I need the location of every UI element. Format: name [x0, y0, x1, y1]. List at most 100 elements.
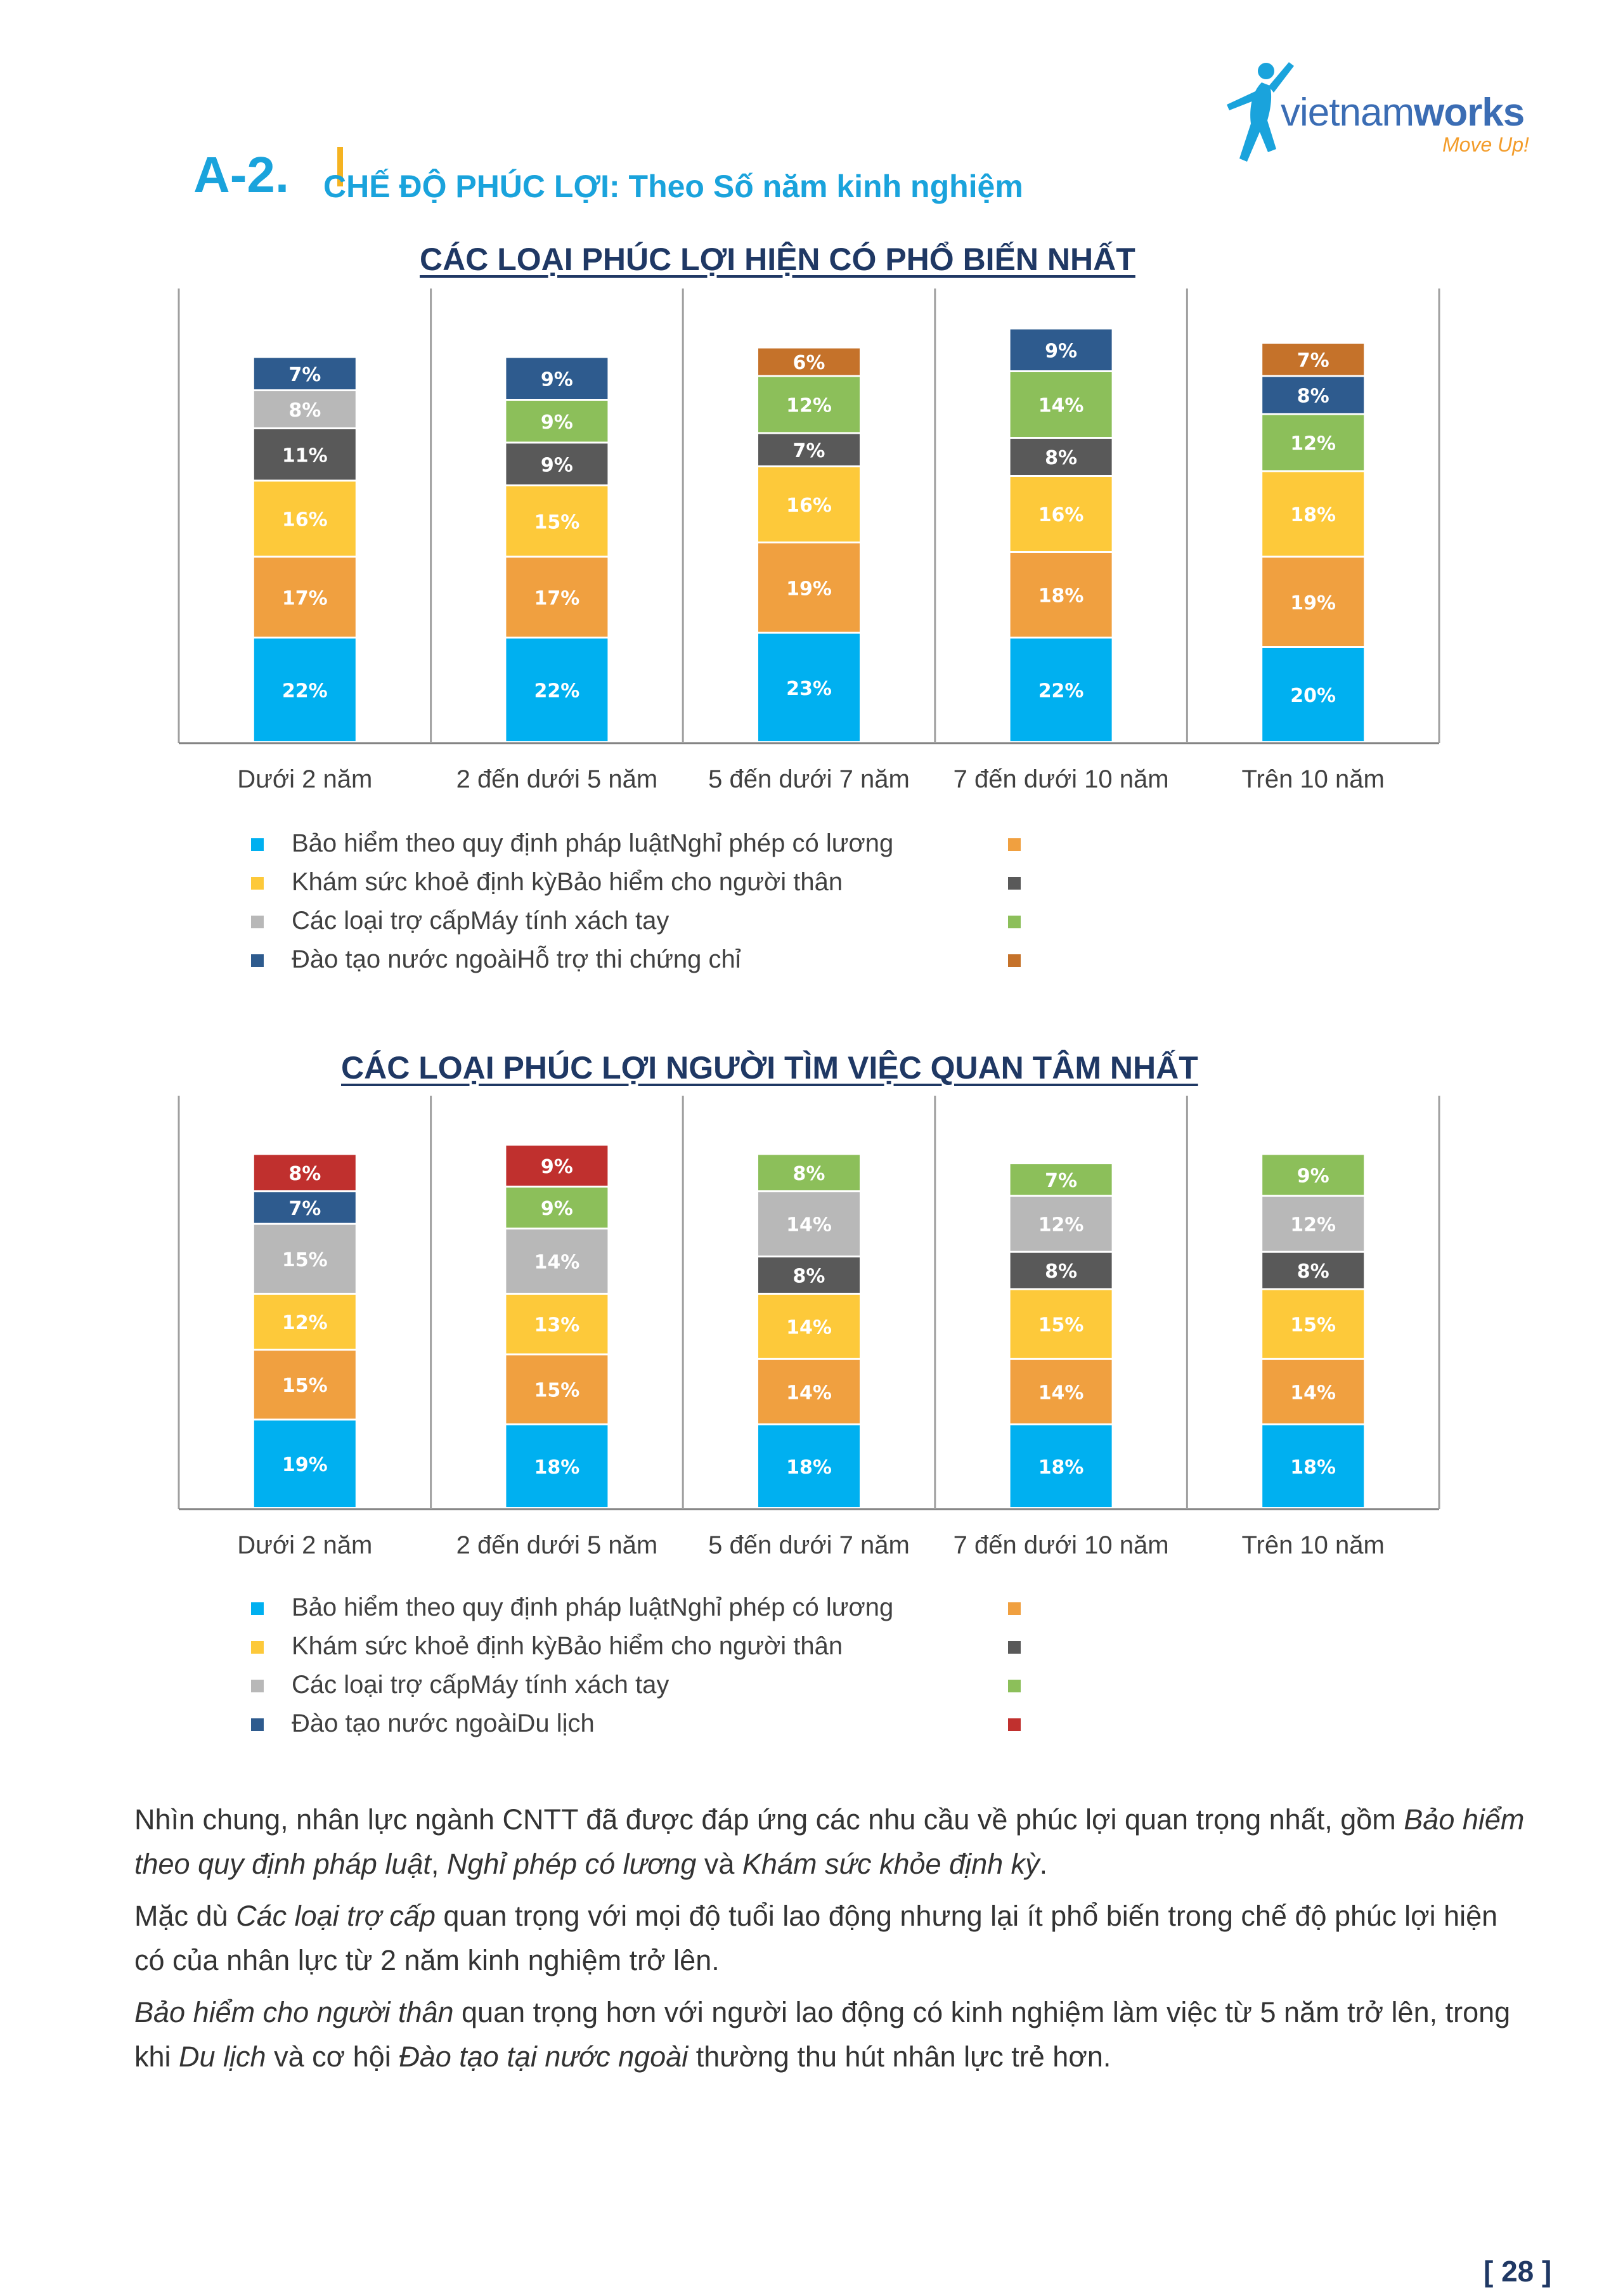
- bar-segment: [758, 633, 860, 741]
- bar-segment: [758, 1359, 860, 1424]
- logo-wordmark: vietnamworks: [1281, 91, 1525, 134]
- paragraph-text: thường thu hút nhân lực trẻ hơn.: [688, 2040, 1111, 2073]
- x-tick-label: Dưới 2 năm: [237, 765, 372, 793]
- data-label: 18%: [534, 1456, 579, 1479]
- bar-segment: [1262, 472, 1364, 556]
- data-label: 14%: [786, 1214, 832, 1236]
- x-tick-label: 2 đến dưới 5 năm: [456, 1531, 658, 1559]
- legend-label: Bảo hiểm theo quy định pháp luậtNghỉ phé…: [292, 829, 894, 857]
- bar-segment: [1010, 1359, 1112, 1424]
- legend-label: Khám sức khoẻ định kỳBảo hiểm cho người …: [292, 1632, 843, 1660]
- legend-swatch: [1008, 1602, 1021, 1615]
- bar-segment: [254, 391, 356, 427]
- legend-label: Khám sức khoẻ định kỳBảo hiểm cho người …: [292, 868, 843, 896]
- bar-segment: [1262, 1359, 1364, 1424]
- legend-swatch: [251, 838, 264, 851]
- legend-swatch: [251, 1641, 264, 1654]
- bar-segment: [254, 557, 356, 637]
- emphasis-text: Bảo hiểm theo quy định pháp luật: [134, 1803, 1525, 1880]
- data-label: 8%: [793, 1163, 825, 1185]
- bar-segment: [1262, 557, 1364, 646]
- bar-segment: [1262, 1155, 1364, 1195]
- bar-segment: [254, 1155, 356, 1191]
- data-label: 8%: [1045, 1261, 1077, 1283]
- chart-1-title: CÁC LOẠI PHÚC LỢI HIỆN CÓ PHỔ BIẾN NHẤT: [420, 242, 1135, 277]
- legend-swatch: [251, 916, 264, 928]
- bar-segment: [1010, 372, 1112, 437]
- data-label: 12%: [786, 395, 832, 417]
- bar-segment: [506, 401, 608, 442]
- data-label: 14%: [1038, 1382, 1084, 1404]
- bar-segment: [758, 1257, 860, 1293]
- legend-label: Bảo hiểm theo quy định pháp luậtNghỉ phé…: [292, 1593, 894, 1621]
- emphasis-text: Du lịch: [179, 2040, 266, 2073]
- data-label: 15%: [1038, 1314, 1084, 1337]
- data-label: 6%: [793, 352, 825, 374]
- section-title: CHẾ ĐỘ PHÚC LỢI: Theo Số năm kinh nghiệm: [323, 169, 1023, 204]
- data-label: 8%: [793, 1266, 825, 1288]
- bar-segment: [1262, 1425, 1364, 1507]
- data-label: 9%: [1045, 340, 1077, 362]
- data-label: 7%: [1297, 349, 1329, 372]
- bar-segment: [506, 1355, 608, 1424]
- bar-segment: [254, 1224, 356, 1293]
- data-label: 9%: [1297, 1165, 1329, 1187]
- bar-segment: [758, 1294, 860, 1358]
- bar-segment: [1010, 1425, 1112, 1507]
- data-label: 9%: [541, 368, 573, 391]
- section-number: A-2.: [193, 146, 290, 203]
- body-paragraph: Mặc dù Các loại trợ cấp quan trọng với m…: [134, 1894, 1529, 1983]
- data-label: 18%: [786, 1456, 832, 1479]
- bar-segment: [254, 481, 356, 556]
- data-label: 19%: [1290, 592, 1336, 614]
- paragraph-text: quan trọng với mọi độ tuổi lao động nhưn…: [134, 1900, 1498, 1976]
- bar-segment: [758, 467, 860, 542]
- legend-swatch: [251, 1718, 264, 1731]
- bar-segment: [758, 1155, 860, 1191]
- legend-row: Khám sức khoẻ định kỳBảo hiểm cho người …: [247, 1627, 1071, 1665]
- bar-segment: [1010, 329, 1112, 370]
- section-accent-bar: [337, 147, 343, 186]
- paragraph-text: ,: [430, 1848, 447, 1880]
- data-label: 16%: [282, 509, 328, 531]
- legend-swatch: [1008, 1718, 1021, 1731]
- legend-row: Khám sức khoẻ định kỳBảo hiểm cho người …: [247, 863, 1071, 901]
- data-label: 16%: [786, 495, 832, 517]
- x-tick-label: 5 đến dưới 7 năm: [708, 765, 910, 793]
- bar-segment: [1262, 415, 1364, 470]
- x-tick-label: Trên 10 năm: [1242, 1531, 1385, 1559]
- legend-swatch: [1008, 1680, 1021, 1692]
- x-tick-label: Dưới 2 năm: [237, 1531, 372, 1559]
- data-label: 15%: [534, 511, 579, 533]
- bar-segment: [506, 443, 608, 484]
- bar-segment: [254, 358, 356, 389]
- data-label: 7%: [288, 1198, 321, 1220]
- data-label: 11%: [282, 444, 328, 467]
- bar-segment: [1010, 1164, 1112, 1195]
- bar-segment: [254, 1294, 356, 1349]
- emphasis-text: Bảo hiểm cho người thân: [134, 1996, 454, 2028]
- bar-segment: [254, 639, 356, 741]
- body-paragraph: Bảo hiểm cho người thân quan trọng hơn v…: [134, 1990, 1529, 2079]
- legend-label: Các loại trợ cấpMáy tính xách tay: [292, 907, 669, 935]
- data-label: 18%: [1038, 1456, 1084, 1479]
- emphasis-text: Đào tạo tại nước ngoài: [399, 2040, 689, 2073]
- data-label: 18%: [1038, 585, 1084, 607]
- legend-swatch: [1008, 877, 1021, 890]
- bar-segment: [1010, 1290, 1112, 1358]
- paragraph-text: Nhìn chung, nhân lực ngành CNTT đã được …: [134, 1803, 1404, 1836]
- data-label: 17%: [534, 587, 579, 609]
- bar-segment: [1262, 1252, 1364, 1288]
- legend-swatch: [251, 877, 264, 890]
- data-label: 19%: [282, 1454, 328, 1476]
- data-label: 14%: [1038, 395, 1084, 417]
- data-label: 8%: [1297, 386, 1329, 408]
- legend-row: Các loại trợ cấpMáy tính xách tay: [247, 1666, 1071, 1704]
- legend-row: Bảo hiểm theo quy định pháp luậtNghỉ phé…: [247, 824, 1071, 862]
- paragraph-text: và: [696, 1848, 742, 1880]
- legend-swatch: [251, 954, 264, 967]
- data-label: 15%: [534, 1380, 579, 1402]
- bar-segment: [1010, 477, 1112, 551]
- x-tick-label: 2 đến dưới 5 năm: [456, 765, 658, 793]
- x-tick-label: Trên 10 năm: [1242, 765, 1385, 793]
